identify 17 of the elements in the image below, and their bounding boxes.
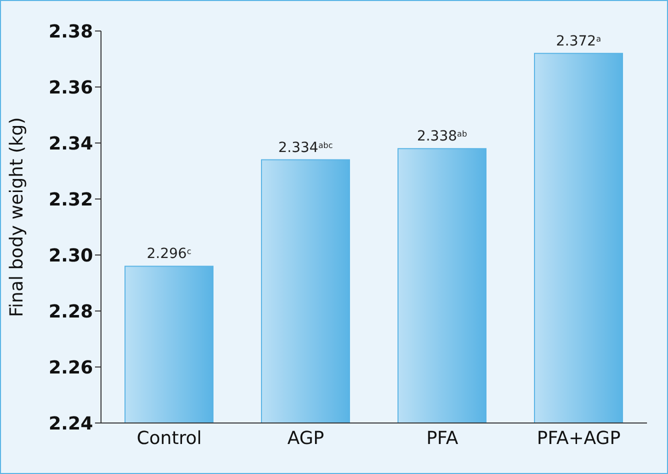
- x-tick-label: PFA: [426, 428, 459, 449]
- y-tick-label: 2.36: [48, 77, 93, 98]
- data-label: 2.338$^{ab}$: [416, 128, 468, 145]
- y-axis-title: Final body weight (kg): [6, 117, 28, 317]
- data-label: 2.334$^{abc}$: [278, 140, 333, 156]
- x-tick-label: PFA+AGP: [536, 428, 621, 449]
- data-label: 2.296$^{c}$: [146, 246, 192, 262]
- data-label: 2.372$^{a}$: [556, 33, 602, 50]
- y-tick-label: 2.34: [48, 133, 93, 154]
- y-tick-label: 2.28: [48, 301, 93, 322]
- y-tick-label: 2.32: [48, 189, 93, 210]
- x-tick-label: Control: [136, 428, 202, 449]
- y-tick-label: 2.30: [48, 245, 93, 266]
- y-tick-label: 2.24: [48, 413, 93, 434]
- y-tick-label: 2.26: [48, 357, 93, 378]
- x-tick-label: AGP: [287, 428, 324, 449]
- y-tick-label: 2.38: [48, 21, 93, 42]
